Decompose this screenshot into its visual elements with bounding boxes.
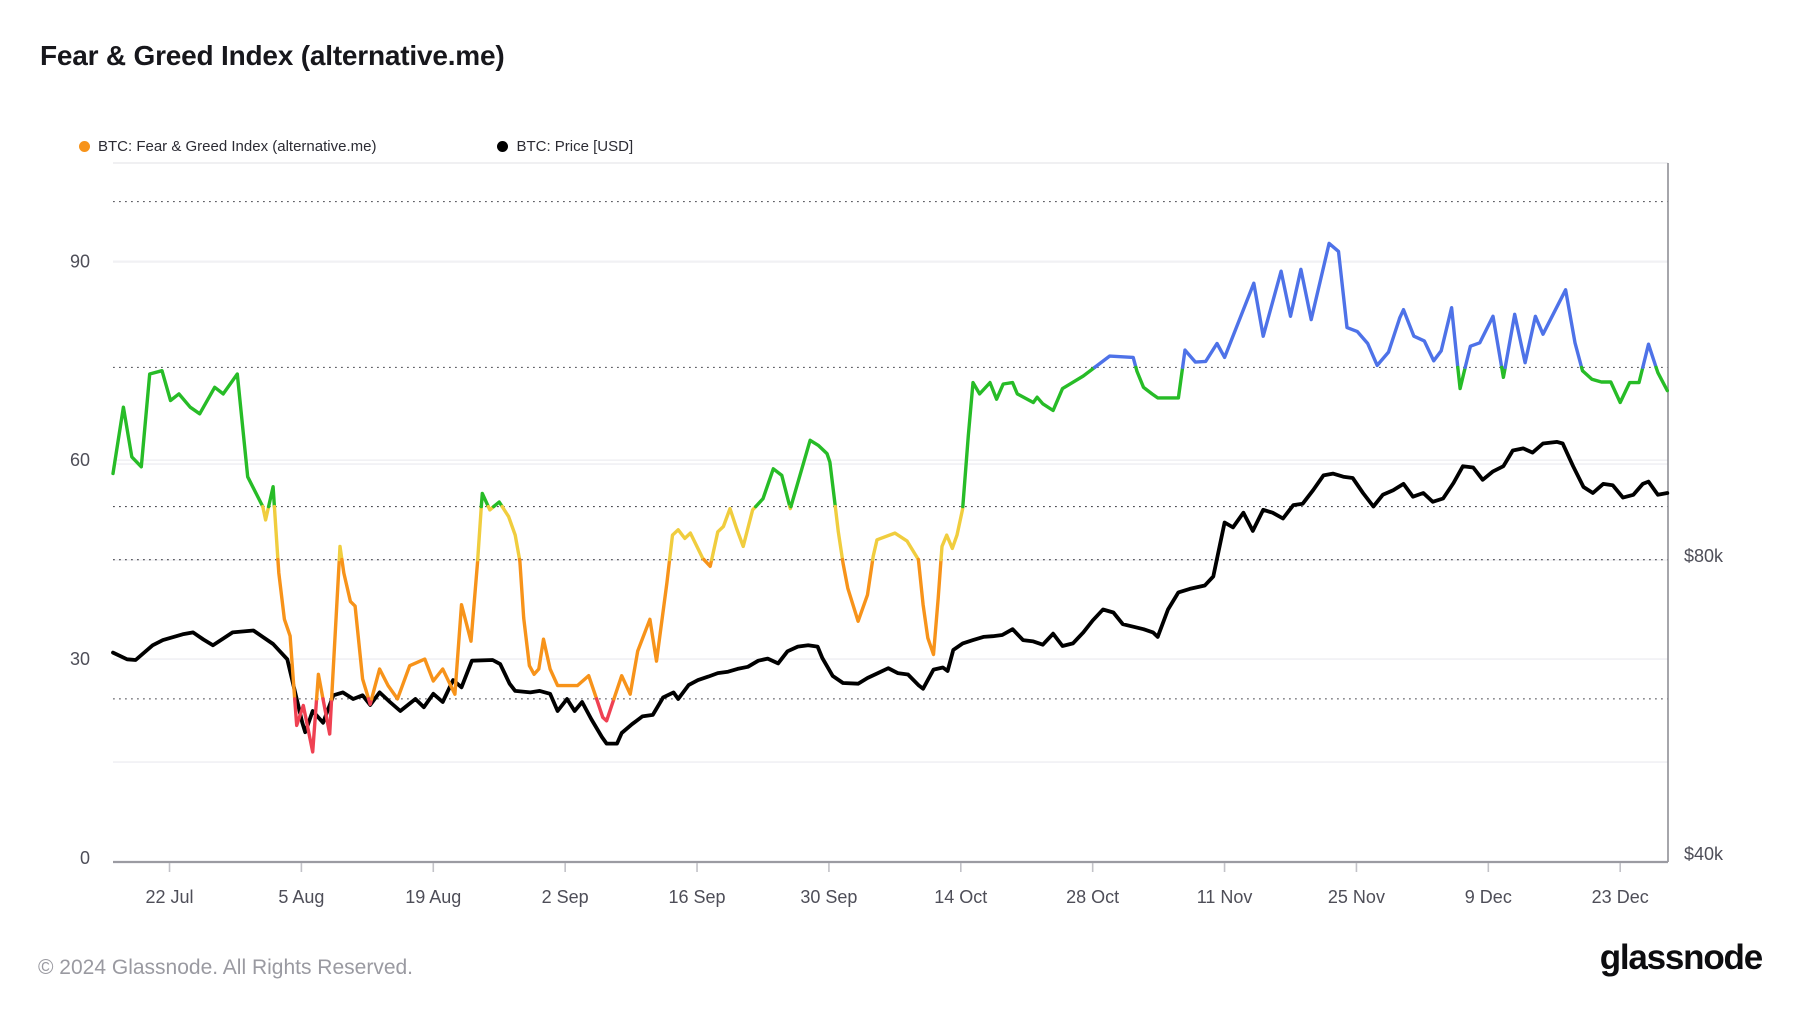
series-fear-greed-segment bbox=[667, 528, 706, 562]
series-fear-greed-segment bbox=[476, 504, 483, 562]
x-tick-label: 16 Sep bbox=[669, 887, 726, 907]
series-fear-greed-segment bbox=[321, 697, 334, 736]
series-fear-greed-segment bbox=[916, 557, 943, 657]
series-fear-greed-segment bbox=[500, 504, 522, 562]
series-fear-greed-segment bbox=[1503, 288, 1584, 370]
series-fear-greed-segment bbox=[111, 369, 265, 509]
y-left-tick-label: 90 bbox=[70, 251, 90, 271]
series-fear-greed-segment bbox=[1093, 354, 1138, 370]
x-tick-label: 28 Oct bbox=[1066, 887, 1119, 907]
x-tick-label: 22 Jul bbox=[145, 887, 193, 907]
series-fear-greed-segment bbox=[486, 504, 496, 512]
series-fear-greed-segment bbox=[871, 531, 921, 562]
series-fear-greed-segment bbox=[1500, 365, 1507, 379]
series-fear-greed-segment bbox=[293, 697, 319, 754]
series-fear-greed-segment bbox=[1641, 342, 1658, 370]
copyright-text: © 2024 Glassnode. All Rights Reserved. bbox=[38, 956, 414, 979]
series-fear-greed-segment bbox=[366, 697, 374, 706]
series-fear-greed-segment bbox=[1180, 241, 1460, 370]
series-fear-greed-segment bbox=[939, 504, 965, 562]
x-tick-label: 25 Nov bbox=[1328, 887, 1385, 907]
legend-label-price: BTC: Price [USD] bbox=[516, 138, 634, 155]
series-fear-greed-segment bbox=[272, 504, 280, 562]
series-fear-greed-segment bbox=[369, 557, 480, 701]
x-tick-label: 23 Dec bbox=[1592, 887, 1649, 907]
series-fear-greed-segment bbox=[517, 557, 599, 701]
series-fear-greed-segment bbox=[337, 544, 344, 562]
series-fear-greed-segment bbox=[710, 504, 758, 562]
x-tick-label: 2 Sep bbox=[542, 887, 589, 907]
x-tick-label: 11 Nov bbox=[1197, 887, 1253, 907]
series-fear-greed-segment bbox=[789, 438, 837, 509]
y-right-tick-label: $40k bbox=[1684, 844, 1724, 864]
series-fear-greed-segment bbox=[1654, 365, 1669, 393]
page-title: Fear & Greed Index (alternative.me) bbox=[40, 40, 505, 71]
series-fear-greed-segment bbox=[833, 504, 845, 562]
x-tick-label: 9 Dec bbox=[1465, 887, 1512, 907]
series-fear-greed-segment bbox=[612, 557, 672, 701]
series-fear-greed-segment bbox=[594, 697, 616, 723]
series-fear-greed-segment bbox=[492, 500, 504, 509]
x-tick-label: 14 Oct bbox=[934, 887, 987, 907]
series-fear-greed-segment bbox=[840, 557, 875, 623]
series-fear-greed-segment bbox=[261, 504, 271, 522]
legend-item-fear-greed[interactable]: BTC: Fear & Greed Index (alternative.me) bbox=[79, 138, 376, 155]
series-fear-greed-segment bbox=[702, 557, 714, 568]
legend-item-price[interactable]: BTC: Price [USD] bbox=[497, 138, 633, 155]
x-tick-label: 5 Aug bbox=[278, 887, 324, 907]
series-fear-greed-segment bbox=[329, 557, 341, 701]
series-fear-greed-segment bbox=[754, 467, 792, 509]
y-left-tick-label: 0 bbox=[80, 848, 90, 868]
series-btc-price-line bbox=[111, 440, 1670, 746]
y-right-tick-label: $80k bbox=[1684, 546, 1724, 566]
x-tick-label: 30 Sep bbox=[800, 887, 857, 907]
series-fear-greed-segment bbox=[276, 557, 297, 701]
series-fear-greed-segment bbox=[340, 557, 371, 701]
y-left-tick-label: 30 bbox=[70, 649, 90, 669]
series-fear-greed-segment bbox=[266, 485, 277, 509]
series-fear-greed-segment bbox=[314, 672, 325, 701]
glassnode-logo: glassnode bbox=[1599, 938, 1764, 977]
series-fear-greed-segment bbox=[961, 365, 1097, 509]
legend-dot-black-icon bbox=[497, 141, 509, 152]
series-fear-greed-segment bbox=[1134, 365, 1185, 400]
series-fear-greed-segment bbox=[1579, 365, 1645, 405]
y-left-tick-label: 60 bbox=[70, 450, 90, 470]
chart-legend: BTC: Fear & Greed Index (alternative.me)… bbox=[79, 138, 633, 155]
series-fear-greed-segment bbox=[1463, 314, 1504, 370]
series-fear-greed-segment bbox=[479, 491, 490, 509]
x-tick-label: 19 Aug bbox=[405, 887, 461, 907]
series-fear-greed-segment bbox=[1456, 365, 1467, 391]
legend-dot-orange-icon bbox=[79, 141, 90, 152]
legend-label-fear-greed: BTC: Fear & Greed Index (alternative.me) bbox=[98, 138, 377, 155]
